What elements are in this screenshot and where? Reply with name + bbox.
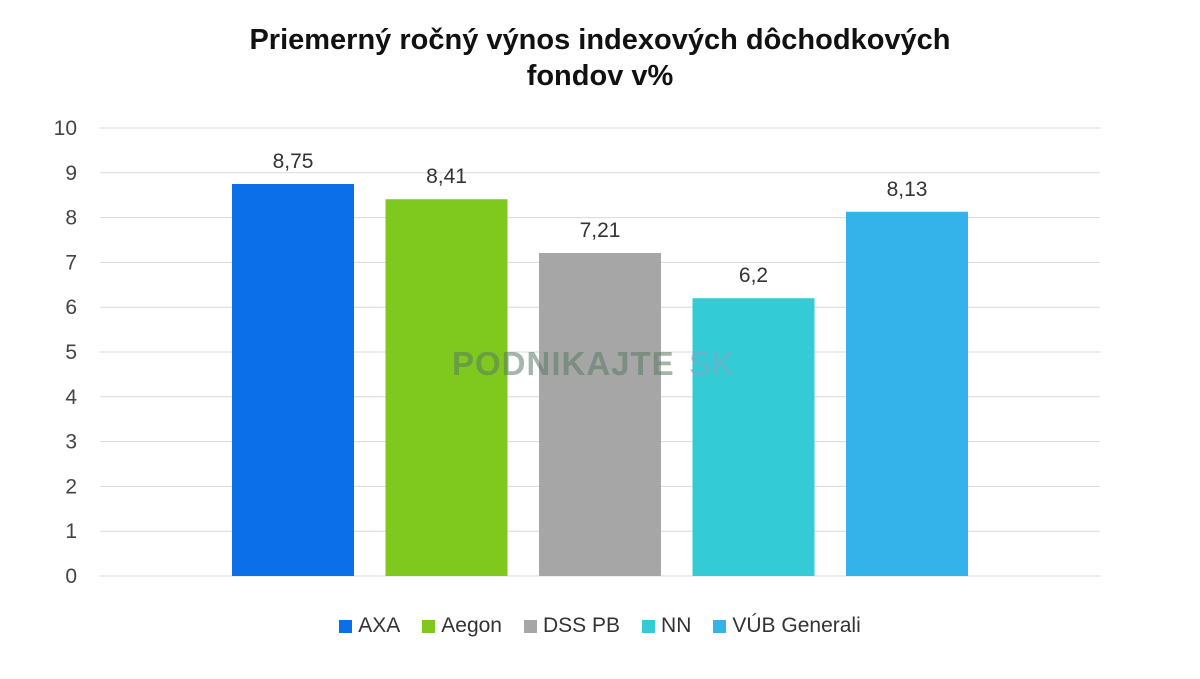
- data-label: 8,13: [887, 178, 928, 201]
- y-tick-label: 5: [65, 341, 77, 364]
- legend-item: AXA: [339, 614, 400, 638]
- y-tick-label: 4: [65, 386, 77, 409]
- chart-title-line-1: Priemerný ročný výnos indexových dôchodk…: [249, 24, 951, 56]
- data-label: 8,41: [426, 165, 467, 188]
- legend-swatch: [524, 619, 537, 633]
- legend-swatch: [422, 619, 436, 633]
- y-tick-label: 1: [65, 520, 77, 543]
- data-label: 7,21: [580, 219, 621, 242]
- legend-label: AXA: [358, 614, 401, 637]
- legend-swatch: [642, 619, 656, 633]
- data-label: 6,2: [739, 264, 768, 287]
- chart-title-line-2: fondov v%: [526, 60, 674, 92]
- legend-label: VÚB Generali: [732, 614, 861, 637]
- bar-axa: [232, 184, 354, 576]
- legend-label: Aegon: [441, 614, 502, 637]
- y-tick-label: 6: [65, 296, 77, 319]
- bar-v-b-generali: [846, 211, 968, 576]
- data-label: 8,75: [273, 150, 314, 173]
- y-tick-label: 0: [65, 565, 77, 588]
- legend-label: NN: [661, 614, 692, 637]
- bar-dss-pb: [539, 252, 661, 576]
- legend-swatch: [713, 619, 727, 633]
- y-tick-label: 7: [65, 251, 77, 274]
- chart-title: Priemerný ročný výnos indexových dôchodk…: [0, 22, 1200, 94]
- y-tick-label: 9: [65, 162, 77, 185]
- bar-nn: [692, 298, 815, 576]
- legend-item: DSS PB: [524, 614, 620, 638]
- y-tick-label: 8: [65, 207, 77, 230]
- bar-aegon: [385, 199, 508, 576]
- y-tick-label: 10: [54, 117, 77, 140]
- legend-item: NN: [642, 614, 691, 638]
- chart-legend: AXA Aegon DSS PB NN VÚB Generali: [0, 614, 1200, 638]
- legend-label: DSS PB: [543, 614, 621, 637]
- legend-item: VÚB Generali: [713, 614, 861, 638]
- y-tick-label: 3: [65, 431, 77, 454]
- legend-swatch: [339, 619, 353, 633]
- y-tick-label: 2: [65, 475, 77, 498]
- legend-item: Aegon: [422, 614, 502, 638]
